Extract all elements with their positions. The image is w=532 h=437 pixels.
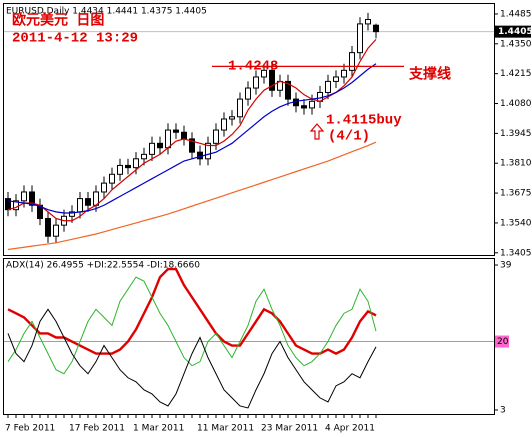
y-tick-label: 1.4080 [500,99,532,109]
annotation: 1.4248 [228,59,278,75]
y-tick-label: 1.3540 [500,218,532,228]
level-label: 20 [497,337,509,347]
candle-body [301,105,307,109]
candle-body [349,52,355,71]
candle-body [77,198,83,213]
y-tick-label: 1.3945 [500,129,532,139]
candle-body [205,142,211,160]
candle-body [261,69,267,78]
candle-body [13,200,19,211]
candle-body [285,80,291,100]
x-tick-label: 11 Mar 2011 [197,424,254,434]
candle-body [101,182,107,193]
level-box [495,335,509,348]
current-price-label: 1.4405 [498,27,532,37]
annotation: 支撑线 [408,66,451,84]
candle-body [149,142,155,155]
candle-body [125,164,131,169]
candle-body [341,69,347,78]
candle-body [173,129,179,133]
annotation: 1.4115buy [326,113,402,129]
candle-body [357,23,363,54]
candle-body [309,100,315,109]
candle-body [221,118,227,131]
candle-body [181,131,187,140]
series-line [7,63,377,214]
candle-body [253,76,259,89]
x-tick-label: 1 Mar 2011 [133,424,184,434]
annotation: 欧元美元 日图 [12,12,104,30]
x-tick-label: 4 Apr 2011 [325,424,375,434]
series-line [7,276,377,375]
candle-body [85,198,91,206]
candle-body [141,153,147,160]
candle-body [53,224,59,237]
candle-body [29,191,35,206]
annotation: (4/1) [328,129,370,145]
adx-frame [3,258,495,415]
candle-body [229,116,235,120]
y-tick-label: 1.3405 [500,248,532,258]
y-tick-label: 1.3810 [500,159,532,169]
candle-body [45,218,51,237]
y-tick-label: 1.4215 [500,69,532,79]
series-line [7,308,377,409]
y-tick-label: 39 [500,261,512,271]
candle-body [133,158,139,169]
candle-body [237,98,243,118]
candle-body [165,129,171,149]
series-line [7,141,377,251]
candle-body [333,76,339,82]
candle-body [117,164,123,175]
y-tick-label: 1.4350 [500,39,532,49]
buy-arrow [309,123,325,140]
candle-body [245,87,251,100]
annotation: 2011-4-12 13:29 [12,31,138,47]
candle-body [109,173,115,184]
candle-body [269,69,275,91]
candle-body [373,24,379,33]
candle-body [189,138,195,153]
main-frame [3,3,495,256]
candle-body [69,211,75,217]
series-line [7,267,377,355]
x-tick-label: 7 Feb 2011 [5,424,55,434]
adx-title: ADX(14) 26.4955 +DI:22.5554 -DI:18.6660 [6,261,200,271]
y-tick-label: 1.4485 [500,9,532,19]
candle-body [325,80,331,93]
y-tick-label: 3 [500,405,506,415]
x-tick-label: 17 Feb 2011 [69,424,125,434]
candle-body [21,191,27,202]
chart-title: EURUSD,Daily 1.4434 1.4441 1.4375 1.4405 [6,7,207,17]
series-line [7,38,377,222]
candle-body [365,18,371,25]
y-tick-label: 1.3675 [500,189,532,199]
candle-body [5,198,11,211]
x-tick-label: 23 Mar 2011 [261,424,318,434]
candle-body [213,129,219,144]
current-price-box [495,25,531,38]
candle-body [157,142,163,149]
